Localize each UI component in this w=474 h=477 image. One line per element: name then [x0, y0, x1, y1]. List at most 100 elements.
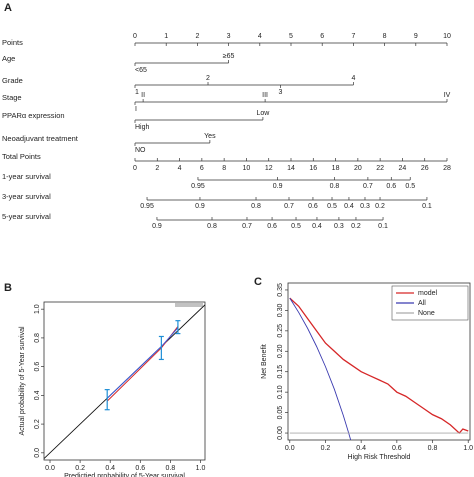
scale-label: 0.1: [422, 203, 432, 210]
row-label: Neoadjuvant treatment: [2, 134, 79, 143]
calibration-line: [106, 327, 179, 399]
tick-label: 5: [289, 33, 293, 40]
scale-label: 0.6: [386, 183, 396, 190]
tick-label: 0.4: [356, 445, 366, 452]
tick-label: 9: [414, 33, 418, 40]
scale-label: 0.9: [273, 183, 283, 190]
x-axis-label: Predictied probability of 5-Year surviva…: [64, 473, 185, 477]
tick-label: 28: [443, 165, 451, 172]
tick-label: 2: [155, 165, 159, 172]
plot-frame: [43, 301, 206, 461]
tick-label: 24: [399, 165, 407, 172]
scale-label: 0.4: [312, 223, 322, 230]
scale-label: 0.4: [344, 203, 354, 210]
level-label: Low: [256, 110, 270, 117]
scale-label: 0.9: [195, 203, 205, 210]
tick-label: 0.2: [321, 445, 331, 452]
row-label: Points: [2, 38, 23, 47]
tick-label: 7: [351, 33, 355, 40]
panel-label: A: [4, 2, 12, 14]
tick-label: 0.35: [277, 283, 284, 297]
tick-label: 0.6: [135, 465, 145, 472]
scale-label: 0.6: [308, 203, 318, 210]
scale-label: 0.2: [375, 203, 385, 210]
tick-label: 1.0: [463, 445, 473, 452]
scale-label: 0.1: [378, 223, 388, 230]
row-label: Age: [2, 54, 15, 63]
tick-label: 22: [376, 165, 384, 172]
tick-label: 12: [265, 165, 273, 172]
tick-label: 0.00: [277, 426, 284, 440]
row-label: 3-year survival: [2, 192, 51, 201]
tick-label: 0.20: [277, 344, 284, 358]
row-label: Stage: [2, 93, 22, 102]
tick-label: 4: [258, 33, 262, 40]
row-label: 1-year survival: [2, 172, 51, 181]
tick-label: 8: [222, 165, 226, 172]
scale-label: 0.7: [363, 183, 373, 190]
tick-label: 6: [320, 33, 324, 40]
tick-label: 6: [200, 165, 204, 172]
scale-label: 0.9: [152, 223, 162, 230]
level-label: High: [135, 124, 150, 131]
row-label: 5-year survival: [2, 212, 51, 221]
legend-label: All: [418, 300, 426, 307]
tick-label: 0.0: [285, 445, 295, 452]
panel-label: C: [254, 276, 262, 288]
tick-label: 0.6: [34, 362, 41, 372]
tick-label: 0.0: [45, 465, 55, 472]
tick-label: 1: [164, 33, 168, 40]
level-label: 1: [135, 89, 139, 96]
tick-label: 0.30: [277, 303, 284, 317]
scale-label: 0.8: [330, 183, 340, 190]
legend-label: model: [418, 290, 438, 297]
scale-label: 0.8: [207, 223, 217, 230]
calibration-line: [106, 326, 179, 402]
tick-label: 0.15: [277, 365, 284, 379]
tick-label: 14: [287, 165, 295, 172]
tick-label: 0: [133, 165, 137, 172]
series-line: [289, 297, 352, 440]
panel-label: B: [4, 282, 12, 294]
tick-label: 0.10: [277, 385, 284, 399]
row-label: Grade: [2, 76, 23, 85]
tick-label: 8: [383, 33, 387, 40]
plot-frame: [287, 282, 471, 441]
scale-label: 0.8: [251, 203, 261, 210]
tick-label: 0.4: [105, 465, 115, 472]
level-label: ≥65: [223, 53, 235, 60]
row-label: PPARα expression: [2, 111, 65, 120]
level-label: III: [262, 92, 268, 99]
series-line: [289, 297, 469, 434]
rug: [175, 303, 203, 307]
tick-label: 0.2: [34, 419, 41, 429]
scale-label: 0.95: [140, 203, 154, 210]
tick-label: 0.0: [34, 448, 41, 458]
legend-label: None: [418, 310, 435, 317]
tick-label: 20: [354, 165, 362, 172]
row-label: Total Points: [2, 152, 41, 161]
x-axis-label: High Risk Threshold: [348, 454, 411, 461]
tick-label: 0.05: [277, 406, 284, 420]
tick-label: 0.25: [277, 324, 284, 338]
level-label: <65: [135, 67, 147, 74]
tick-label: 0.8: [34, 333, 41, 343]
tick-label: 16: [309, 165, 317, 172]
level-label: 2: [206, 75, 210, 82]
scale-label: 0.2: [351, 223, 361, 230]
tick-label: 4: [178, 165, 182, 172]
level-label: 3: [278, 89, 282, 96]
tick-label: 1.0: [196, 465, 206, 472]
level-label: Yes: [204, 133, 216, 140]
tick-label: 10: [443, 33, 451, 40]
level-label: I: [135, 106, 137, 113]
tick-label: 0.8: [166, 465, 176, 472]
level-label: IV: [444, 92, 451, 99]
scale-label: 0.95: [191, 183, 205, 190]
scale-label: 0.5: [405, 183, 415, 190]
tick-label: 1.0: [34, 304, 41, 314]
y-axis-label: Net Benefit: [261, 344, 268, 379]
tick-label: 0.4: [34, 390, 41, 400]
scale-label: 0.6: [267, 223, 277, 230]
tick-label: 3: [227, 33, 231, 40]
